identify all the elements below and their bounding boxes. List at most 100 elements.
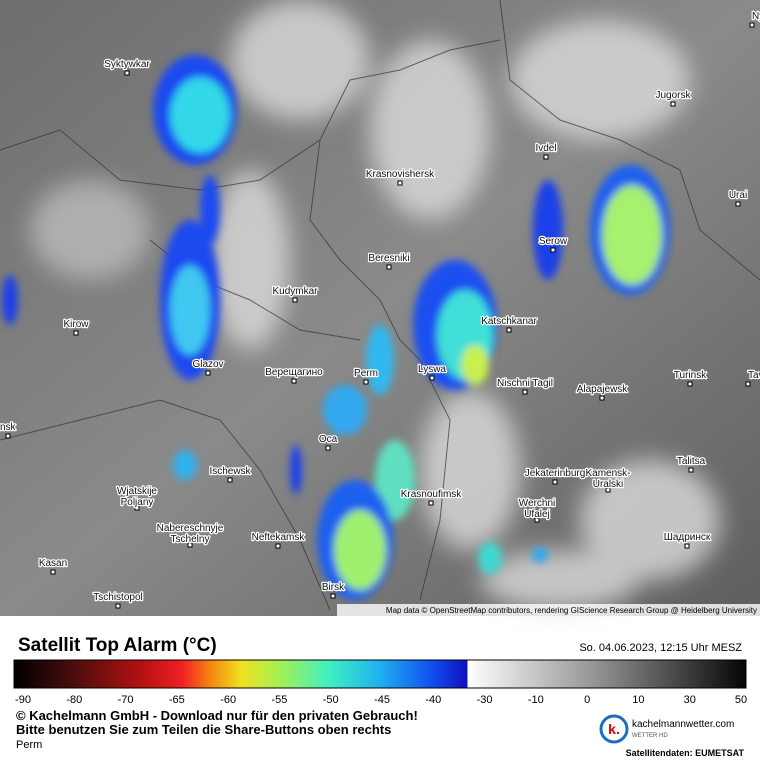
city-label: Tschelny <box>171 534 210 545</box>
city-dot <box>386 264 392 270</box>
logo-sub: WETTER HD <box>632 733 668 739</box>
city-dot <box>115 603 121 609</box>
city-dot <box>397 180 403 186</box>
city-dot <box>552 479 558 485</box>
city-label: Talitsa <box>677 456 706 467</box>
city-labels: Syktywkar Jugorsk Ivdel Krasnovishersk Urai S… <box>0 10 760 609</box>
city-dot <box>325 445 331 451</box>
color-bar-tick-label: -70 <box>118 694 134 706</box>
city-dot <box>670 101 676 107</box>
color-bar <box>13 659 747 689</box>
color-bar-tick-label: -80 <box>66 694 82 706</box>
city-label: Alapajewsk <box>577 384 629 395</box>
city-label: Tschistopol <box>93 592 142 603</box>
legend-title: Satellit Top Alarm (°C) <box>18 635 217 656</box>
city-label: Ischewsk <box>209 466 251 477</box>
city-dot <box>429 375 435 381</box>
city-dot <box>428 500 434 506</box>
city-dot <box>543 154 549 160</box>
city-dot <box>749 22 755 28</box>
city-dot <box>291 378 297 384</box>
city-dot <box>534 517 540 523</box>
city-label: Katschkanar <box>481 316 537 327</box>
color-bar-tick-label: 30 <box>684 694 696 706</box>
city-dot <box>227 477 233 483</box>
location: Perm <box>16 739 42 751</box>
city-dot <box>134 505 140 511</box>
city-label: Werchni <box>519 498 556 509</box>
legend: Satellit Top Alarm (°C) So. 04.06.2023, … <box>13 635 747 706</box>
city-label: Neftekamsk <box>252 532 306 543</box>
city-dot <box>205 370 211 376</box>
logo-icon <box>599 714 629 744</box>
city-dot <box>599 395 605 401</box>
city-label: Kamensk- <box>585 468 630 479</box>
color-bar-tick-label: -40 <box>425 694 441 706</box>
city-dot <box>605 487 611 493</box>
city-dot <box>363 379 369 385</box>
city-label: Perm <box>354 368 378 379</box>
color-bar-tick-label: 0 <box>584 694 590 706</box>
city-label: Tav <box>748 370 760 381</box>
city-label: Turinsk <box>674 370 707 381</box>
clouds <box>30 0 720 610</box>
city-label: Nabereschnyje <box>157 523 224 534</box>
city-dot <box>50 569 56 575</box>
city-label: Оса <box>319 434 338 445</box>
color-bar-tick-label: -30 <box>477 694 493 706</box>
city-label: Ufalej <box>524 509 550 520</box>
source: Satellitendaten: EUMETSAT <box>626 748 745 758</box>
city-dot <box>688 467 694 473</box>
color-bar-tick-label: -65 <box>169 694 185 706</box>
city-label: Uralski <box>593 479 624 490</box>
city-label: Urai <box>729 190 747 201</box>
city-label: Krasnovishersk <box>366 169 435 180</box>
city-label: Шадринск <box>664 532 711 543</box>
city-label: Верещагино <box>265 367 323 378</box>
city-label: Serow <box>539 236 568 247</box>
city-label: Nischni Tagil <box>497 378 553 389</box>
color-bar-tick-label: -55 <box>271 694 287 706</box>
color-bar-tick-label: -60 <box>220 694 236 706</box>
map: Syktywkar Jugorsk Ivdel Krasnovishersk Urai S… <box>0 0 760 616</box>
logo-text: kachelmannwetter.com <box>632 719 734 730</box>
city-dot <box>550 247 556 253</box>
storm-cells <box>2 55 670 600</box>
city-label: Kasan <box>39 558 67 569</box>
city-dot <box>5 433 11 439</box>
city-label: Krasnoufimsk <box>401 489 463 500</box>
city-dot <box>687 381 693 387</box>
city-dot <box>684 543 690 549</box>
city-dot <box>330 593 336 599</box>
city-label: Kudymkar <box>272 286 318 297</box>
color-bar-tick-label: -10 <box>528 694 544 706</box>
logo-letter: k. <box>608 721 620 737</box>
city-label: Wjatskije <box>117 486 157 497</box>
city-label: Ivdel <box>535 143 556 154</box>
attribution: Map data © OpenStreetMap contributors, r… <box>386 606 757 615</box>
city-dot <box>735 201 741 207</box>
city-label: nsk <box>0 422 17 433</box>
city-label: Glazov <box>192 359 223 370</box>
city-label: Beresniki <box>368 253 409 264</box>
attribution-bg <box>337 604 760 616</box>
color-bar-tick-label: 10 <box>632 694 644 706</box>
city-dot <box>187 542 193 548</box>
city-label: Jugorsk <box>655 90 691 101</box>
city-label: Ny <box>752 11 760 22</box>
city-dot <box>292 297 298 303</box>
city-dot <box>73 330 79 336</box>
city-dot <box>745 381 751 387</box>
color-bar-tick-label: -45 <box>374 694 390 706</box>
city-label: Poljany <box>121 497 154 508</box>
city-label: Syktywkar <box>104 59 150 70</box>
footer: © Kachelmann GmbH - Download nur für den… <box>16 708 744 758</box>
city-label: Birsk <box>322 582 345 593</box>
city-dot <box>522 389 528 395</box>
borders <box>0 0 760 611</box>
city-label: Kirow <box>63 319 89 330</box>
share-note: Bitte benutzen Sie zum Teilen die Share-… <box>16 722 391 737</box>
city-dot <box>124 70 130 76</box>
color-bar-tick-label: -90 <box>15 694 31 706</box>
city-label: Jekaterinburg <box>525 468 586 479</box>
